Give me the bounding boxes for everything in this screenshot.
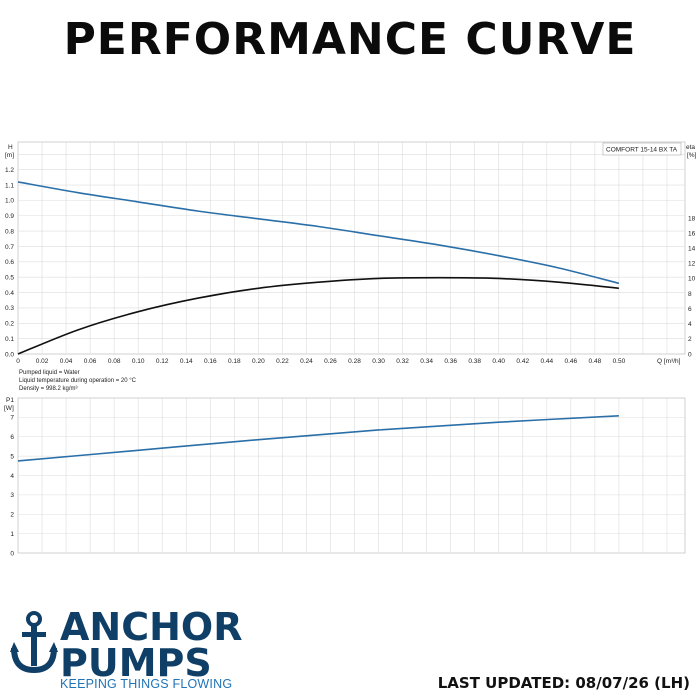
x-tick-label: 0.32 <box>396 358 409 365</box>
top-chart-grid <box>17 141 686 355</box>
y2-axis-unit-eta: [%] <box>687 152 697 159</box>
x-tick-label: 0.22 <box>276 358 289 365</box>
x-tick-label: 0.36 <box>444 358 457 365</box>
note-pumped-liquid: Pumped liquid = Water <box>19 370 80 376</box>
x-tick-label: 0.28 <box>348 358 361 365</box>
y-tick-label: 1.2 <box>5 167 14 174</box>
liquid-notes: Pumped liquid = Water Liquid temperature… <box>19 369 136 393</box>
y2-tick-label: 8 <box>688 291 692 298</box>
y2-tick-label: 10 <box>688 276 696 283</box>
x-axis-label: Q [m³/h] <box>657 358 681 365</box>
x-tick-label: 0.08 <box>108 358 121 365</box>
model-label: COMFORT 15-14 BX TA <box>606 147 678 154</box>
y2-tick-label: 14 <box>688 246 696 253</box>
y-tick-label: 0.1 <box>5 336 14 343</box>
brand-name-line1: ANCHOR <box>60 605 243 649</box>
x-tick-label: 0.14 <box>180 358 193 365</box>
y2-tick-label: 4 <box>688 321 692 328</box>
model-label-box <box>602 142 682 156</box>
x-tick-label: 0.16 <box>204 358 217 365</box>
x-tick-label: 0.18 <box>228 358 241 365</box>
bottom-chart-grid <box>17 397 686 554</box>
y-tick-label: 0.6 <box>5 259 14 266</box>
power-tick-label: 0 <box>10 550 14 557</box>
y-tick-label: 0.3 <box>5 305 14 312</box>
brand-name-line2: PUMPS <box>60 641 212 685</box>
x-tick-label: 0.26 <box>324 358 337 365</box>
chart-marks: 0 0.02 0.04 0.06 0.08 0.10 0.12 0.14 0.16 0.18 0.2… <box>5 167 696 557</box>
anchor-pumps-logo: ANCHOR PUMPS KEEPING THINGS FLOWING <box>10 604 270 696</box>
y2-tick-label: 12 <box>688 261 696 268</box>
power-tick-label: 6 <box>10 434 14 441</box>
x-tick-label: 0.24 <box>300 358 313 365</box>
power-tick-label: 3 <box>10 492 14 499</box>
y2-tick-label: 18 <box>688 215 696 222</box>
note-liquid-temperature: Liquid temperature during operation = 20… <box>19 378 136 384</box>
y-tick-label: 0.0 <box>5 351 14 358</box>
efficiency-curve-line <box>17 276 619 355</box>
y2-axis-label-eta: eta <box>686 144 695 151</box>
x-tick-label: 0.06 <box>84 358 97 365</box>
x-tick-label: 0.12 <box>156 358 169 365</box>
y-tick-label: 1.0 <box>5 198 14 205</box>
x-tick-label: 0.30 <box>372 358 385 365</box>
x-tick-label: 0.04 <box>60 358 73 365</box>
page-title: PERFORMANCE CURVE <box>63 14 637 65</box>
y-axis-unit-head: [m] <box>5 152 14 159</box>
power-curve-line <box>17 415 619 462</box>
x-tick-label: 0.40 <box>492 358 505 365</box>
y2-tick-label: 16 <box>688 230 696 237</box>
power-tick-label: 4 <box>10 473 14 480</box>
x-tick-label: 0.46 <box>565 358 578 365</box>
note-density: Density = 998.2 kg/m³ <box>19 386 78 392</box>
x-tick-label: 0.42 <box>516 358 529 365</box>
y-tick-label: 0.9 <box>5 213 14 220</box>
y-axis-label-head: H <box>8 144 13 151</box>
top-plot-frame <box>17 141 686 355</box>
power-tick-label: 5 <box>10 453 14 460</box>
x-tick-label: 0.20 <box>252 358 265 365</box>
y-tick-label: 0.8 <box>5 228 14 235</box>
x-tick-label: 0.02 <box>36 358 49 365</box>
y-axis-label-power: P1 <box>6 397 14 404</box>
y-tick-label: 0.5 <box>5 274 14 281</box>
y-tick-label: 1.1 <box>5 182 14 189</box>
y-axis-unit-power: [W] <box>4 405 14 412</box>
y-tick-label: 0.7 <box>5 244 14 251</box>
x-tick-label: 0 <box>16 358 20 365</box>
x-tick-label: 0.50 <box>613 358 626 365</box>
x-tick-label: 0.34 <box>420 358 433 365</box>
x-tick-label: 0.44 <box>540 358 553 365</box>
y2-tick-label: 0 <box>688 351 692 358</box>
x-tick-label: 0.48 <box>589 358 602 365</box>
power-tick-label: 2 <box>10 512 14 519</box>
power-tick-label: 7 <box>10 415 14 422</box>
y2-tick-label: 2 <box>688 336 692 343</box>
last-updated-label: LAST UPDATED: 08/07/26 (LH) <box>437 674 690 692</box>
anchor-icon <box>10 611 58 674</box>
x-tick-label: 0.38 <box>468 358 481 365</box>
head-curve-line <box>17 181 620 285</box>
y2-tick-label: 6 <box>688 306 692 313</box>
brand-tagline: KEEPING THINGS FLOWING <box>60 677 233 691</box>
y-tick-label: 0.2 <box>5 321 14 328</box>
y-tick-label: 0.4 <box>5 290 14 297</box>
power-tick-label: 1 <box>10 531 14 538</box>
x-tick-label: 0.10 <box>132 358 145 365</box>
